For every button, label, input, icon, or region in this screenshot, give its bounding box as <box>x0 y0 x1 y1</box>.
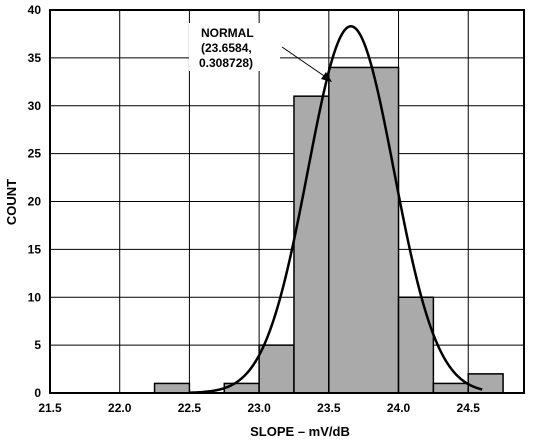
y-tick-label-1: 5 <box>34 338 41 352</box>
x-tick-label-2: 22.5 <box>178 401 202 415</box>
histogram-bar-7 <box>467 373 504 394</box>
y-tick-label-0: 0 <box>34 386 41 400</box>
x-tick-labels: 21.5 22.0 22.5 23.0 23.5 24.0 24.5 <box>38 401 480 415</box>
y-tick-label-2: 10 <box>28 290 42 304</box>
y-axis-label: COUNT <box>4 179 19 225</box>
y-tick-label-4: 20 <box>28 195 42 209</box>
x-axis-label: SLOPE – mV/dB <box>250 424 350 439</box>
annotation-leader-line <box>281 46 331 81</box>
annotation-line-2: (23.6584, <box>201 41 252 55</box>
annotation-line-3: 0.308728) <box>199 56 253 70</box>
y-tick-label-5: 25 <box>28 147 42 161</box>
x-tick-label-3: 23.0 <box>247 401 271 415</box>
x-tick-label-0: 21.5 <box>38 401 62 415</box>
histogram-bar-5 <box>397 296 435 394</box>
x-tick-label-4: 23.5 <box>317 401 341 415</box>
y-tick-labels: 0 5 10 15 20 25 30 35 40 <box>28 3 42 400</box>
y-tick-label-7: 35 <box>28 51 42 65</box>
plot-frame <box>49 9 525 394</box>
histogram-bar-6 <box>432 382 469 394</box>
normal-curve <box>189 25 483 394</box>
annotation-arrowhead <box>321 72 332 82</box>
y-tick-label-8: 40 <box>28 3 42 17</box>
histogram-bar-0 <box>153 382 191 394</box>
x-tick-label-1: 22.0 <box>108 401 132 415</box>
grid-lines <box>49 9 524 394</box>
x-tick-label-5: 24.0 <box>387 401 411 415</box>
y-tick-label-6: 30 <box>28 99 42 113</box>
histogram-bars <box>153 66 504 394</box>
histogram-bar-3 <box>293 95 330 394</box>
histogram-bar-2 <box>258 344 295 394</box>
histogram-bar-4 <box>328 66 400 394</box>
y-tick-label-3: 15 <box>28 242 42 256</box>
annotation-line-1: NORMAL <box>201 26 254 40</box>
annotation-background <box>189 23 280 71</box>
x-tick-label-6: 24.5 <box>457 401 481 415</box>
